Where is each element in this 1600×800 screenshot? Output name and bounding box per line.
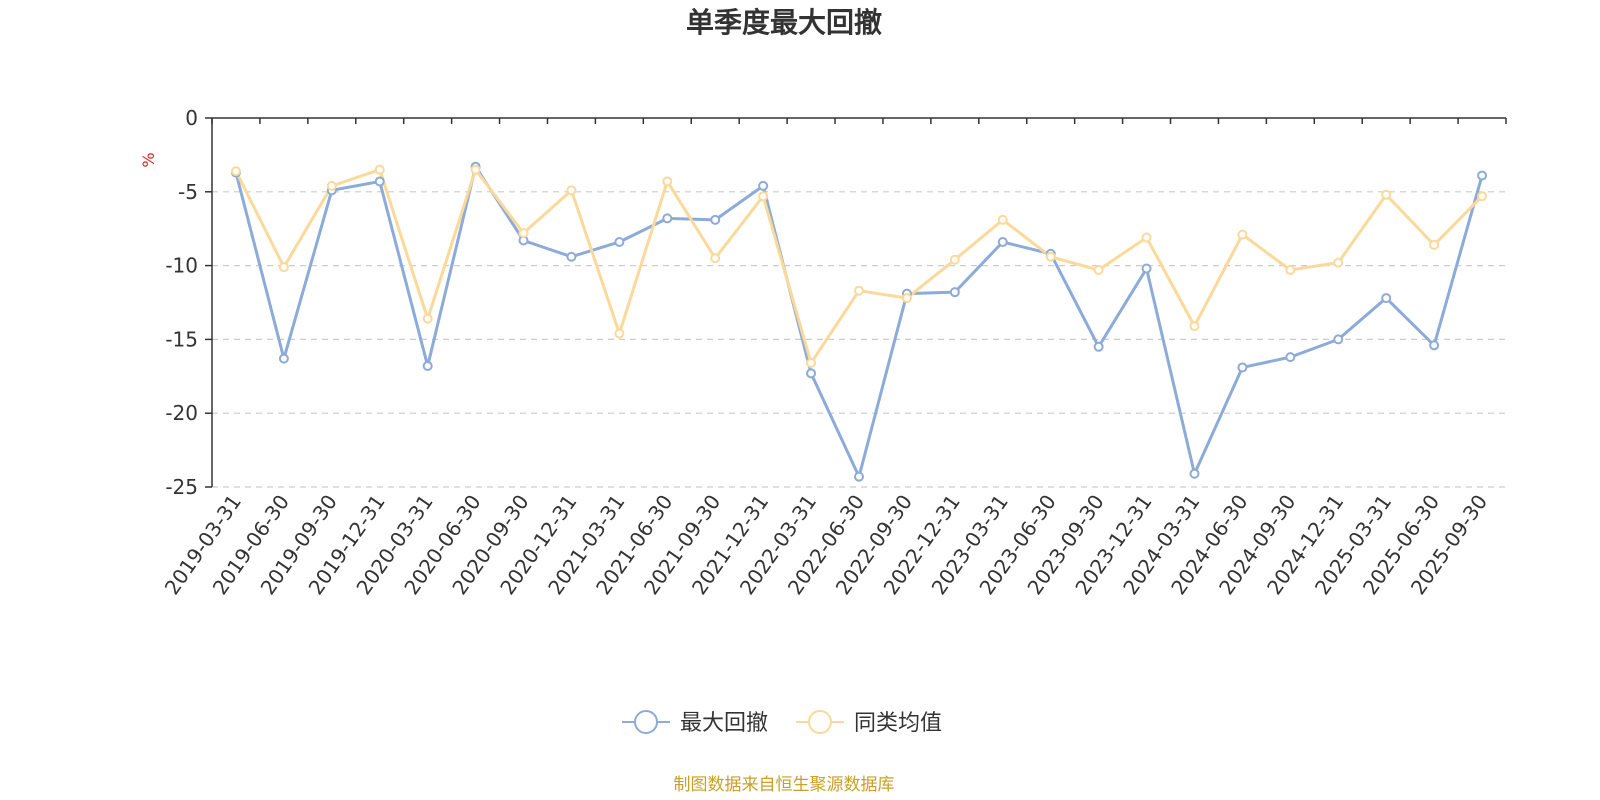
data-point (518, 228, 529, 239)
data-point (422, 313, 433, 324)
data-point (758, 191, 769, 202)
y-tick-label: -20 (165, 401, 198, 425)
data-point (566, 185, 577, 196)
data-point (1045, 251, 1056, 262)
legend-marker-2 (808, 710, 832, 734)
data-point (326, 180, 337, 191)
data-point (1093, 341, 1104, 352)
data-point (854, 285, 864, 296)
data-point (1237, 362, 1248, 373)
data-point (997, 214, 1008, 225)
y-tick-label: 0 (185, 106, 198, 130)
legend-label-1: 最大回撤 (680, 711, 768, 736)
data-point (1477, 170, 1488, 181)
series-lines (234, 165, 1484, 479)
data-point (1429, 239, 1440, 250)
y-tick-label: -5 (178, 180, 198, 204)
legend: 最大回撤 同类均值 (622, 710, 942, 736)
data-point (566, 251, 577, 262)
data-point (1189, 468, 1200, 479)
data-point (374, 164, 385, 175)
data-point (1141, 263, 1152, 274)
data-point (1285, 265, 1296, 276)
data-point (1237, 229, 1248, 240)
data-point (1285, 352, 1296, 363)
data-point (614, 328, 625, 339)
data-point (1381, 293, 1392, 304)
data-points (230, 161, 1488, 482)
data-point (710, 253, 721, 264)
data-point (278, 353, 289, 364)
data-point (758, 180, 769, 191)
series-line-2 (234, 168, 1484, 365)
data-point (710, 214, 721, 225)
data-point (1429, 340, 1440, 351)
data-point (662, 176, 673, 187)
data-point (1333, 257, 1344, 268)
data-point (1189, 321, 1200, 332)
data-point (1141, 232, 1152, 243)
data-point (806, 358, 817, 369)
chart-title: 单季度最大回撤 (686, 6, 882, 39)
data-point (470, 164, 481, 175)
grid-lines (212, 191, 1506, 488)
data-point (230, 166, 241, 177)
data-point (278, 262, 289, 273)
y-axis-unit-label: % (139, 152, 158, 167)
data-point (1333, 334, 1344, 345)
data-point (806, 368, 817, 379)
data-point (949, 287, 960, 298)
y-tick-label: -15 (165, 327, 198, 351)
data-point (1477, 191, 1488, 202)
data-point (422, 360, 433, 371)
data-point (614, 236, 625, 247)
data-point (662, 213, 673, 224)
data-point (997, 236, 1008, 247)
series-line-1 (234, 165, 1484, 479)
legend-marker-1 (634, 710, 658, 734)
data-point (374, 176, 385, 187)
data-point (949, 254, 960, 265)
legend-label-2: 同类均值 (854, 711, 942, 736)
data-point (1381, 189, 1392, 200)
source-note: 制图数据来自恒生聚源数据库 (674, 775, 895, 795)
y-tick-label: -25 (165, 475, 198, 499)
data-point (1093, 265, 1104, 276)
data-point (901, 293, 912, 304)
y-tick-label: -10 (165, 254, 198, 278)
data-point (854, 471, 864, 482)
